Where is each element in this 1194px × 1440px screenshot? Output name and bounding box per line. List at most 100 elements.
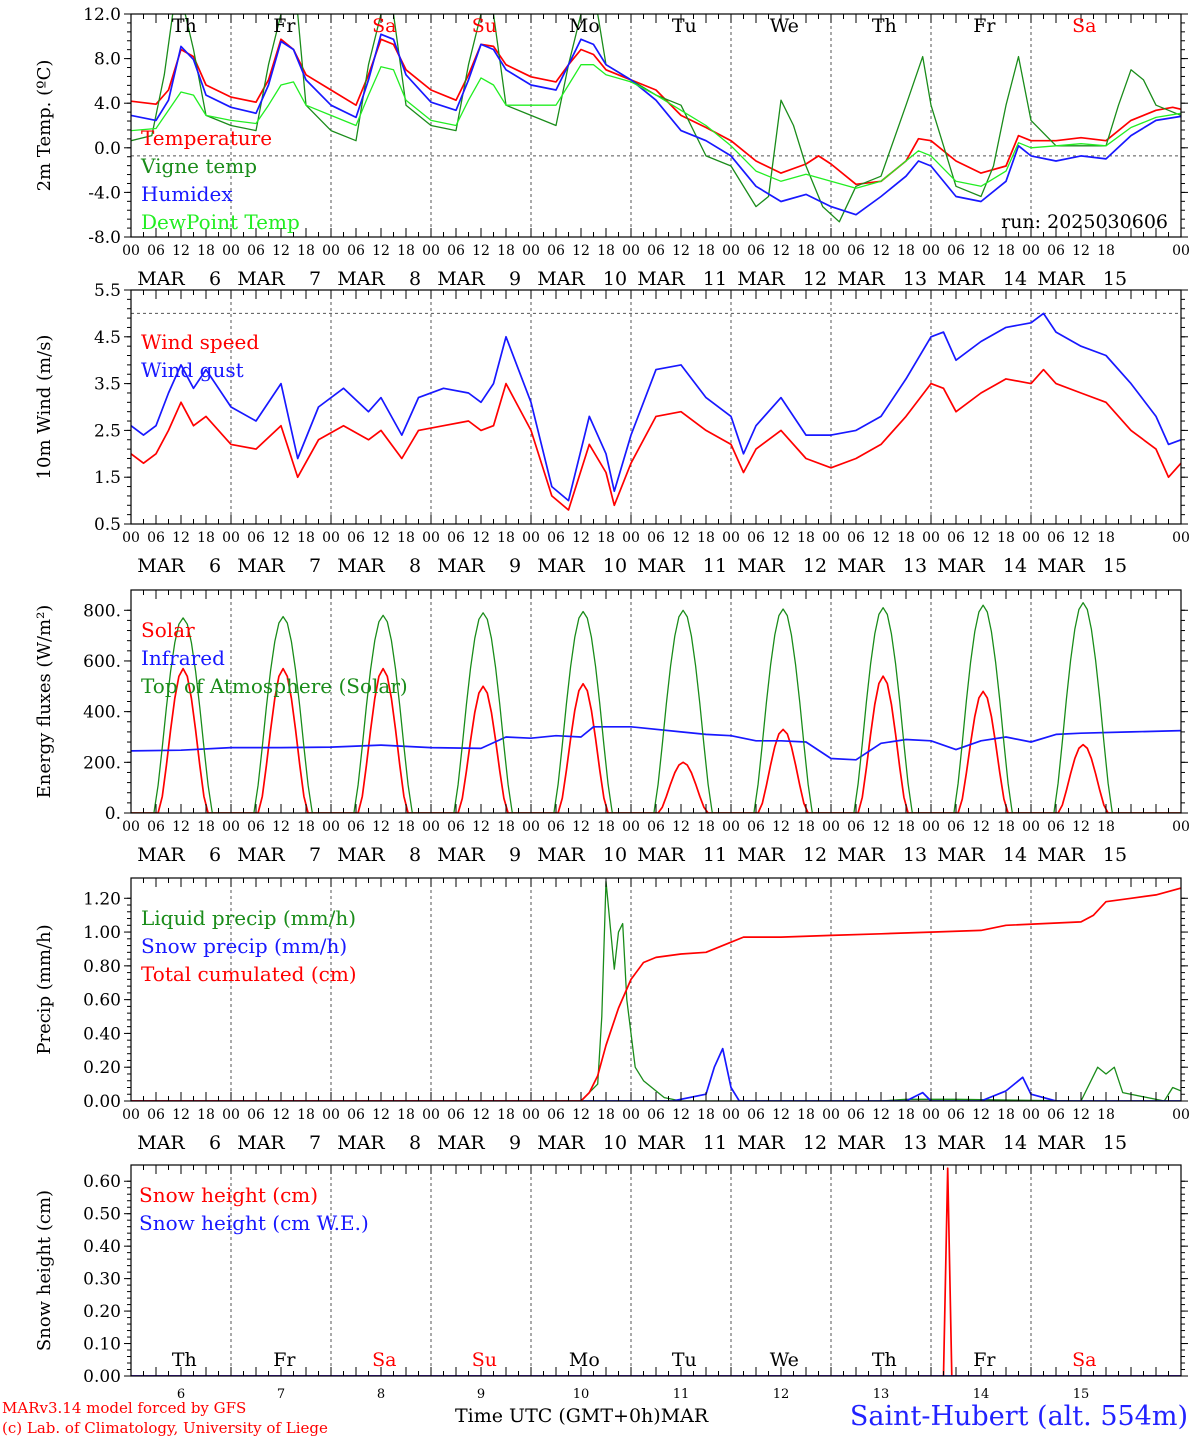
x-date-month: MAR	[137, 268, 185, 290]
x-date-month: MAR	[737, 844, 785, 866]
y-tick-label: 0.10	[83, 1335, 121, 1355]
x-hour-label: 00	[422, 819, 440, 835]
x-hour-label: 18	[497, 530, 515, 546]
x-date-month: MAR	[137, 555, 185, 577]
x-hour-label: 06	[647, 819, 665, 835]
y-tick-label: 1.00	[83, 923, 121, 943]
x-date-month: MAR	[337, 844, 385, 866]
x-hour-label: 12	[372, 243, 390, 259]
series-line	[131, 667, 1181, 813]
x-hour-label: 12	[172, 530, 190, 546]
x-hour-label: 06	[247, 243, 265, 259]
x-date-month: MAR	[837, 844, 885, 866]
x-hour-label: 00	[322, 1107, 340, 1123]
x-hour-label: 06	[947, 243, 965, 259]
x-hour-label: 06	[647, 1107, 665, 1123]
plot-frame	[130, 13, 1182, 238]
x-hour-label: 18	[697, 819, 715, 835]
y-tick-label: 1.5	[94, 468, 121, 488]
series-line	[131, 602, 1181, 813]
x-hour-label: 00	[622, 1107, 640, 1123]
day-of-week-label: Su	[472, 15, 497, 37]
x-hour-label: 00	[122, 243, 140, 259]
day-of-week-label: Fr	[973, 1349, 996, 1371]
x-hour-label: 18	[797, 530, 815, 546]
series-line	[131, 725, 1181, 761]
y-tick-label: 5.5	[94, 281, 121, 301]
day-of-week-label: Sa	[372, 1349, 396, 1371]
x-hour-label: 18	[997, 819, 1015, 835]
x-hour-label: 06	[147, 1107, 165, 1123]
x-date-month: MAR	[337, 268, 385, 290]
x-date-month: MAR	[837, 1132, 885, 1154]
x-hour-label: 06	[447, 243, 465, 259]
x-date-month: MAR	[537, 555, 585, 577]
x-hour-label: 00	[1022, 530, 1040, 546]
x-hour-label: 18	[297, 819, 315, 835]
x-date-day: 11	[703, 268, 727, 290]
x-hour-label: 00	[922, 819, 940, 835]
x-date-month: MAR	[737, 268, 785, 290]
x-hour-label: 06	[147, 530, 165, 546]
x-hour-label: 00	[722, 819, 740, 835]
x-hour-label: 12	[1072, 1107, 1090, 1123]
y-tick-label: -8.0	[88, 228, 121, 248]
x-hour-label: 00	[1172, 1107, 1190, 1123]
legend-entry: Snow height (cm W.E.)	[139, 1211, 369, 1235]
x-hour-label: 06	[1047, 530, 1065, 546]
x-date-day: 14	[1003, 268, 1027, 290]
series-line	[131, 880, 1181, 1101]
y-tick-label: 0.20	[83, 1302, 121, 1322]
x-date-day: 8	[409, 844, 421, 866]
x-hour-label: 18	[597, 243, 615, 259]
x-date-number: 13	[873, 1387, 890, 1402]
x-hour-label: 18	[397, 243, 415, 259]
x-hour-label: 18	[997, 530, 1015, 546]
day-of-week-label: Fr	[273, 1349, 296, 1371]
x-date-month: MAR	[937, 268, 985, 290]
day-of-week-label: Sa	[1072, 1349, 1096, 1371]
x-hour-label: 06	[847, 1107, 865, 1123]
x-hour-label: 18	[397, 530, 415, 546]
x-hour-label: 18	[697, 530, 715, 546]
x-hour-label: 18	[1097, 819, 1115, 835]
y-tick-label: -4.0	[88, 183, 121, 203]
x-hour-label: 00	[622, 530, 640, 546]
x-hour-label: 18	[497, 1107, 515, 1123]
series-line	[131, 38, 1181, 186]
x-hour-label: 12	[672, 1107, 690, 1123]
panel-4: 0.00 0.20 0.40 0.60 0.80 1.00 1.20 Precip (mm/h…	[34, 877, 1190, 1154]
x-hour-label: 00	[622, 819, 640, 835]
x-hour-label: 06	[647, 530, 665, 546]
x-hour-label: 18	[197, 1107, 215, 1123]
x-date-month: MAR	[1037, 844, 1085, 866]
x-date-day: 10	[603, 844, 627, 866]
y-tick-label: 0.0	[94, 139, 121, 159]
x-hour-label: 06	[347, 1107, 365, 1123]
x-date-month: MAR	[437, 555, 485, 577]
x-hour-label: 12	[1072, 819, 1090, 835]
x-hour-label: 06	[447, 819, 465, 835]
x-date-month: MAR	[137, 1132, 185, 1154]
y-tick-label: 0.80	[83, 957, 121, 977]
x-hour-label: 00	[222, 1107, 240, 1123]
y-tick-label: 400.	[83, 703, 121, 723]
x-hour-label: 18	[697, 1107, 715, 1123]
x-hour-label: 12	[972, 1107, 990, 1123]
x-date-day: 8	[409, 268, 421, 290]
series-line	[131, 1167, 1181, 1376]
x-date-day: 9	[509, 555, 521, 577]
plot-frame	[130, 289, 1182, 525]
y-tick-label: 0.20	[83, 1058, 121, 1078]
y-tick-label: 0.40	[83, 1237, 121, 1257]
x-date-day: 9	[509, 268, 521, 290]
day-of-week-label: We	[770, 1349, 799, 1371]
day-of-week-label: Th	[172, 1349, 197, 1371]
panel-1: -8.0 -4.0 0.0 4.0 8.0 12.0 2m Temp. (ºC) Temper…	[34, 5, 1190, 290]
x-date-number: 15	[1073, 1387, 1090, 1402]
x-date-month: MAR	[337, 555, 385, 577]
x-date-month: MAR	[1037, 1132, 1085, 1154]
series-line	[131, 368, 1181, 511]
y-tick-label: 0.50	[83, 1205, 121, 1225]
x-hour-label: 18	[597, 819, 615, 835]
